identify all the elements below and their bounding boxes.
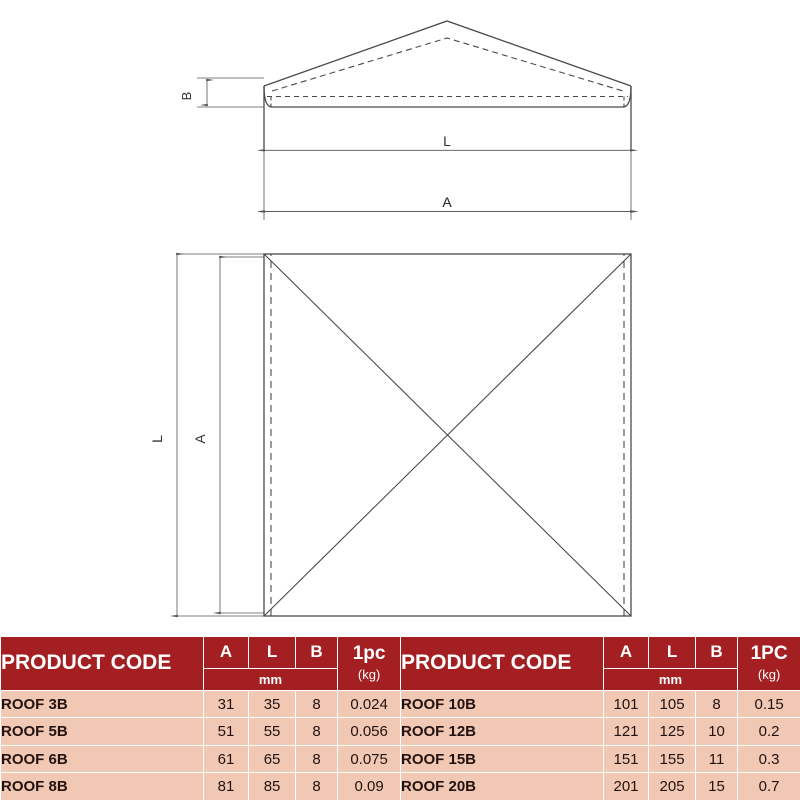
svg-text:L: L [149, 435, 165, 443]
svg-text:L: L [443, 133, 451, 149]
svg-text:A: A [442, 194, 452, 210]
svg-text:A: A [192, 434, 208, 444]
svg-text:B: B [179, 92, 194, 101]
